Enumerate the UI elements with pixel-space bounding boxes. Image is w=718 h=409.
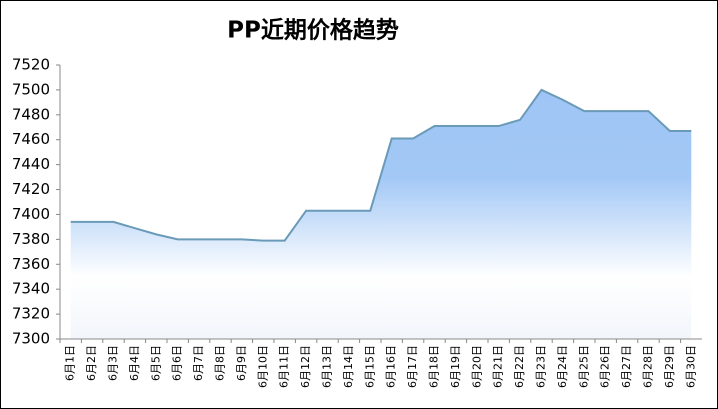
x-tick-label: 6月16日: [385, 345, 398, 388]
x-tick-label: 6月18日: [428, 345, 441, 388]
x-tick-label: 6月2日: [85, 345, 98, 381]
x-tick-label: 6月5日: [149, 345, 162, 381]
y-tick-label: 7440: [12, 155, 50, 173]
x-tick-label: 6月3日: [107, 345, 120, 381]
chart-title: PP近期价格趋势: [227, 17, 399, 44]
x-tick-label: 6月6日: [171, 345, 184, 381]
y-tick-label: 7520: [12, 56, 50, 74]
x-tick-label: 6月19日: [449, 345, 462, 388]
y-tick-label: 7420: [12, 180, 50, 198]
x-tick-label: 6月9日: [235, 345, 248, 381]
x-tick-label: 6月10日: [256, 345, 269, 388]
x-tick-label: 6月25日: [577, 345, 590, 388]
y-tick-label: 7320: [12, 305, 50, 323]
x-tick-label: 6月1日: [64, 345, 77, 381]
area-fill: [70, 89, 692, 339]
x-tick-label: 6月4日: [128, 345, 141, 381]
x-tick-label: 6月15日: [363, 345, 376, 388]
x-tick-label: 6月29日: [663, 345, 676, 388]
x-tick-label: 6月14日: [342, 345, 355, 388]
x-tick-label: 6月7日: [192, 345, 205, 381]
y-tick-label: 7500: [12, 80, 50, 98]
x-tick-label: 6月22日: [513, 345, 526, 388]
x-tick-label: 6月21日: [492, 345, 505, 388]
x-tick-label: 6月24日: [556, 345, 569, 388]
line: [70, 88, 692, 242]
x-tick-label: 6月27日: [620, 345, 633, 388]
x-tick-label: 6月26日: [599, 345, 612, 388]
x-tick-label: 6月12日: [299, 345, 312, 388]
y-tick-label: 7300: [12, 330, 50, 348]
y-tick-label: 7340: [12, 280, 50, 298]
y-tick-label: 7480: [12, 105, 50, 123]
y-tick-label: 7400: [12, 205, 50, 223]
x-tick-label: 6月28日: [642, 345, 655, 388]
x-tick-label: 6月30日: [684, 345, 697, 388]
y-tick-label: 7360: [12, 255, 50, 273]
x-tick-label: 6月20日: [470, 345, 483, 388]
x-tick-label: 6月8日: [214, 345, 227, 381]
x-tick-label: 6月23日: [535, 345, 548, 388]
y-tick-label: 7380: [12, 230, 50, 248]
x-tick-label: 6月13日: [321, 345, 334, 388]
x-tick-label: 6月17日: [406, 345, 419, 388]
y-tick-label: 7460: [12, 130, 50, 148]
x-tick-label: 6月11日: [278, 345, 291, 388]
